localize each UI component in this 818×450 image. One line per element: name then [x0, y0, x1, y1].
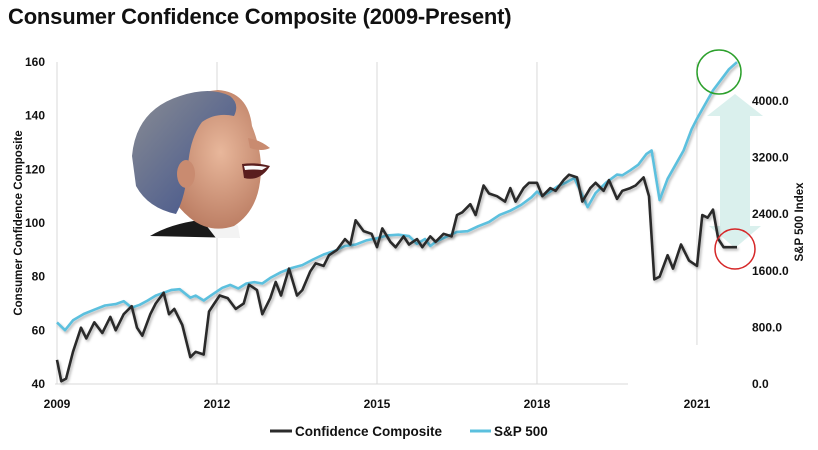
- y-tick-label-left: 160: [25, 55, 45, 69]
- y-axis-title-left: Consumer Confidence Composite: [13, 130, 25, 315]
- y-tick-label-left: 120: [25, 162, 45, 176]
- y-axis-title-right: S&P 500 Index: [794, 182, 806, 262]
- axes: [55, 62, 628, 385]
- y-tick-label-right: 4000.0: [752, 94, 789, 108]
- x-tick-label: 2021: [684, 397, 711, 411]
- y-tick-label-left: 60: [32, 323, 46, 337]
- y-tick-label-left: 80: [32, 270, 46, 284]
- legend-label-confidence: Confidence Composite: [295, 424, 443, 439]
- y-tick-label-right: 1600.0: [752, 264, 789, 278]
- green-circle-sp500-high: [696, 49, 742, 95]
- y-tick-label-right: 0.0: [752, 377, 769, 391]
- gridlines: [216, 62, 698, 384]
- y-tick-label-right: 2400.0: [752, 207, 789, 221]
- laughing-man-photo: [132, 90, 270, 238]
- y-tick-label-right: 800.0: [752, 320, 782, 334]
- confidence-line: [55, 173, 737, 383]
- up-arrow: [707, 94, 763, 248]
- tick-labels: 2009 2012 2015 2018 20214060801001201401600.…: [25, 55, 789, 411]
- legend: Confidence Composite S&P 500: [270, 424, 548, 439]
- legend-label-sp500: S&P 500: [494, 424, 548, 439]
- x-tick-label: 2018: [524, 397, 551, 411]
- y-tick-label-left: 100: [25, 216, 45, 230]
- chart-title: Consumer Confidence Composite (2009-Pres…: [8, 4, 512, 29]
- red-circle-confidence-low: [714, 228, 756, 270]
- x-tick-label: 2015: [364, 397, 391, 411]
- x-tick-label: 2012: [204, 397, 231, 411]
- x-tick-label: 2009: [44, 397, 71, 411]
- y-tick-label-left: 140: [25, 109, 45, 123]
- series-lines: [55, 61, 738, 383]
- y-tick-label-right: 3200.0: [752, 151, 789, 165]
- y-tick-label-left: 40: [32, 377, 46, 391]
